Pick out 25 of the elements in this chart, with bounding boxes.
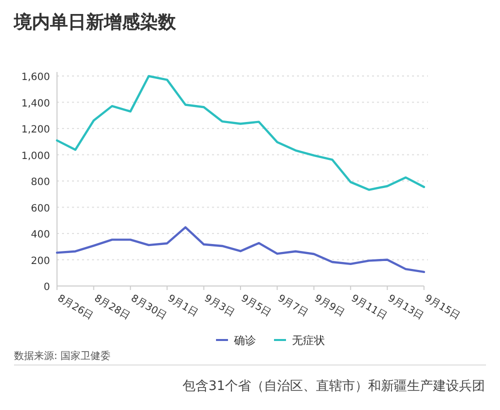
line-series [56, 75, 426, 191]
x-tick-label: 9月7日 [276, 293, 310, 319]
legend-label: 确诊 [233, 334, 256, 347]
y-tick-label: 1,200 [21, 124, 50, 136]
x-tick-label: 9月5日 [239, 293, 273, 319]
x-tick-label: 8月26日 [56, 293, 95, 322]
y-tick-label: 600 [30, 203, 50, 214]
x-tick-label: 9月3日 [202, 293, 236, 319]
x-tick-label: 9月1日 [166, 293, 200, 319]
chart-title: 境内单日新增感染数 [13, 12, 177, 33]
text: 包含31个省（自治区、直辖市）和新疆生产建设兵团 [182, 379, 485, 394]
y-tick-label: 0 [44, 282, 50, 293]
x-tick-label: 9月11日 [349, 293, 388, 322]
legend-label: 无症状 [292, 334, 325, 347]
y-tick-label: 400 [30, 230, 50, 240]
source-note: 数据来源: 国家卫健委 [14, 350, 111, 362]
y-tick-label: 1,600 [21, 72, 50, 83]
y-tick-label: 200 [30, 256, 50, 267]
x-tick-label: 9月15日 [422, 293, 462, 322]
x-tick-label: 9月13日 [386, 293, 426, 322]
y-tick-label: 800 [30, 177, 50, 188]
x-tick-label: 9月9日 [312, 293, 346, 319]
line-series [56, 226, 426, 274]
y-tick-label: 1,400 [21, 98, 50, 110]
y-tick-label: 1,000 [21, 150, 50, 162]
